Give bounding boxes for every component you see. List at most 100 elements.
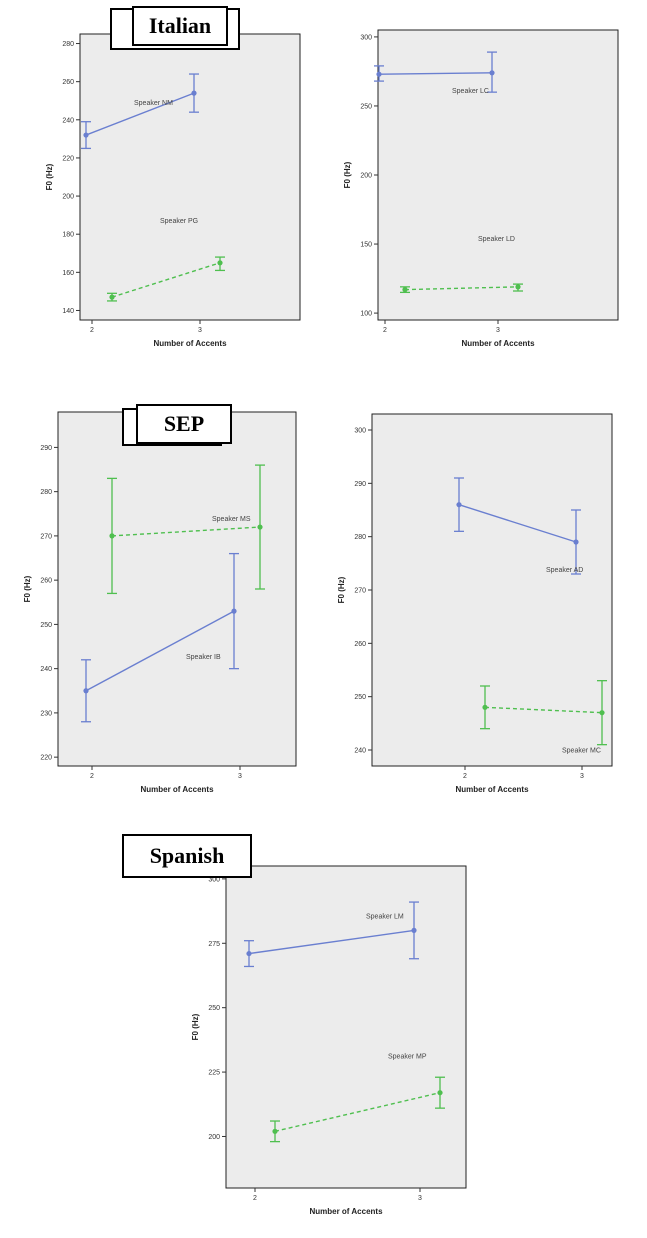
series-line — [85, 92, 195, 136]
chart-panel-italian: 100 150 200 250 300 2 3 Number of Accents F0 (Hz… — [132, 0, 647, 372]
y-tick-label: 220 — [62, 155, 74, 162]
series-line — [111, 526, 261, 537]
y-tick-label: 290 — [40, 445, 52, 452]
y-tick-label: 300 — [208, 876, 220, 883]
y-axis-label: F0 (Hz) — [23, 575, 32, 602]
y-tick-label: 290 — [354, 481, 366, 488]
x-axis-label: Number of Accents — [140, 785, 214, 794]
y-tick-label: 240 — [354, 748, 366, 755]
data-point — [402, 287, 408, 293]
series-line — [458, 503, 577, 543]
series-line — [111, 262, 221, 298]
chart-panel-nfp: 220 230 240 250 260 270 280 290 2 3 Number of Acce… — [0, 380, 320, 794]
speaker-label: Speaker MP — [388, 1054, 427, 1061]
series-line — [378, 72, 493, 75]
x-tick-label: 2 — [383, 327, 387, 334]
y-tick-label: 160 — [62, 270, 74, 277]
plot-area — [377, 29, 619, 321]
speaker-label: Speaker NM — [134, 100, 173, 107]
y-tick-label: 200 — [360, 173, 372, 180]
plot-area — [225, 865, 467, 1189]
chart-svg: 140 160 180 200 220 240 260 280 2 3 Number of Acce… — [45, 33, 301, 348]
x-tick-label: 3 — [198, 327, 202, 334]
y-axis-label: F0 (Hz) — [45, 163, 54, 190]
data-point — [573, 539, 579, 545]
y-tick-label: 250 — [354, 694, 366, 701]
chart-svg: 100 150 200 250 300 2 3 Number of Accents F0 (Hz… — [343, 29, 619, 348]
data-point — [83, 688, 89, 694]
y-tick-label: 200 — [62, 194, 74, 201]
data-point — [246, 950, 252, 957]
series-line — [85, 610, 235, 692]
series-line — [248, 929, 415, 955]
data-point — [257, 524, 263, 530]
speaker-label: Speaker MS — [212, 516, 251, 523]
y-tick-label: 180 — [62, 232, 74, 239]
chart-svg: 220 230 240 250 260 270 280 290 2 3 Number of Acce… — [23, 411, 297, 794]
chart-svg: 200 225 250 275 300 2 3 Number of Accents F0 (Hz… — [191, 865, 467, 1216]
chart-panel-spanish: 200 225 250 275 300 2 3 Number of Accents F0 (Hz… — [122, 806, 490, 1236]
data-point — [376, 71, 382, 77]
y-tick-label: 260 — [40, 578, 52, 585]
y-axis-label: F0 (Hz) — [191, 1013, 200, 1040]
y-tick-label: 250 — [40, 622, 52, 629]
x-tick-label: 3 — [496, 327, 500, 334]
speaker-label: Speaker IB — [186, 654, 221, 661]
y-tick-label: 240 — [62, 117, 74, 124]
y-tick-label: 250 — [360, 103, 372, 110]
x-axis-label: Number of Accents — [461, 339, 535, 348]
x-tick-label: 3 — [238, 773, 242, 780]
data-point — [109, 533, 115, 539]
y-tick-label: 220 — [40, 755, 52, 762]
chart-svg: 240 250 260 270 280 290 300 2 3 Number of Accents… — [337, 413, 613, 794]
data-point — [456, 502, 462, 508]
x-tick-label: 2 — [90, 327, 94, 334]
y-tick-label: 100 — [360, 311, 372, 318]
series-line — [404, 286, 519, 291]
data-point — [272, 1128, 278, 1134]
y-tick-label: 140 — [62, 308, 74, 315]
speaker-label: Speaker MC — [562, 748, 601, 755]
plot-area — [371, 413, 613, 767]
y-tick-label: 230 — [40, 710, 52, 717]
plot-area — [79, 33, 301, 321]
y-axis-label: F0 (Hz) — [337, 576, 346, 603]
y-tick-label: 260 — [62, 79, 74, 86]
y-tick-label: 270 — [354, 588, 366, 595]
chart-panel-sep: 240 250 260 270 280 290 300 2 3 Number of Accents… — [136, 380, 647, 794]
x-tick-label: 2 — [253, 1195, 257, 1202]
chart-title: Italian — [132, 6, 228, 46]
x-tick-label: 2 — [463, 773, 467, 780]
data-point — [482, 704, 488, 710]
chart-title: SEP — [136, 404, 232, 444]
data-point — [489, 70, 495, 76]
data-point — [191, 90, 197, 96]
speaker-label: Speaker PG — [160, 218, 198, 225]
series-line — [484, 706, 603, 714]
data-point — [437, 1090, 443, 1096]
y-tick-label: 300 — [360, 34, 372, 41]
x-tick-label: 3 — [418, 1195, 422, 1202]
y-tick-label: 200 — [208, 1134, 220, 1141]
data-point — [109, 294, 115, 300]
y-tick-label: 150 — [360, 242, 372, 249]
series-line — [274, 1092, 441, 1133]
x-axis-label: Number of Accents — [309, 1207, 383, 1216]
data-point — [231, 608, 237, 614]
data-point — [217, 260, 223, 266]
chart-title: Spanish — [122, 834, 252, 878]
y-tick-label: 270 — [40, 533, 52, 540]
data-point — [599, 710, 605, 716]
y-tick-label: 280 — [62, 41, 74, 48]
y-tick-label: 240 — [40, 666, 52, 673]
y-tick-label: 250 — [208, 1005, 220, 1012]
y-tick-label: 275 — [208, 941, 220, 948]
x-tick-label: 2 — [90, 773, 94, 780]
y-tick-label: 280 — [354, 534, 366, 541]
y-tick-label: 225 — [208, 1070, 220, 1077]
y-tick-label: 260 — [354, 641, 366, 648]
data-point — [83, 132, 89, 138]
chart-panel-catalan: 140 160 180 200 220 240 260 280 2 3 Number of Acce… — [0, 0, 320, 372]
data-point — [515, 284, 521, 290]
x-axis-label: Number of Accents — [153, 339, 227, 348]
